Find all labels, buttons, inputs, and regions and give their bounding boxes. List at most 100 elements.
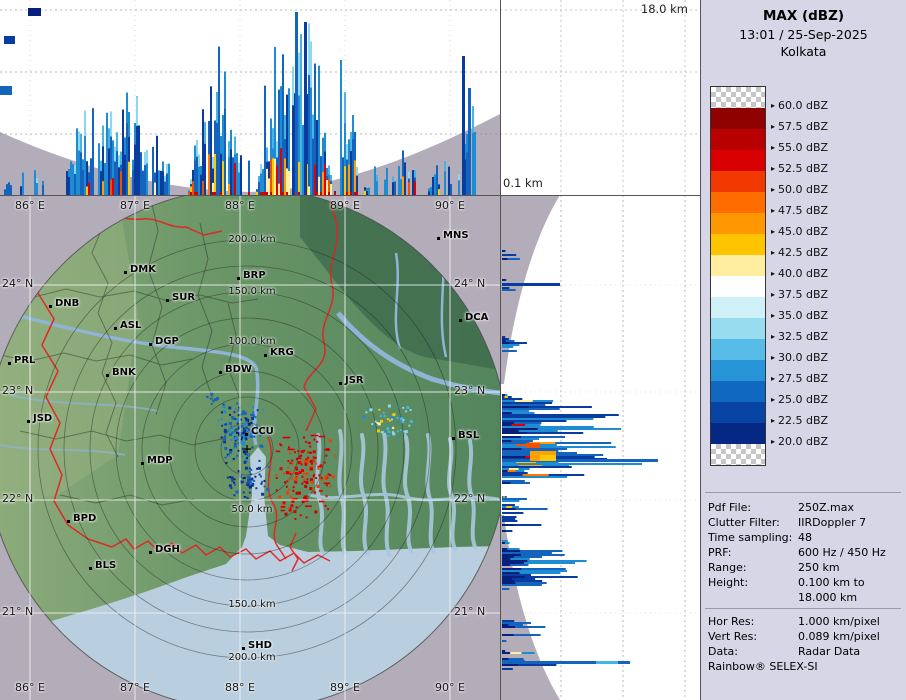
- legend-swatch: [711, 87, 765, 108]
- vertical-profile-ew-panel: [0, 0, 500, 195]
- legend-swatch: [711, 402, 765, 423]
- legend-label: ▸ 37.5 dBZ: [771, 288, 828, 301]
- corner-gridlines: [500, 0, 700, 195]
- legend-label: ▸ 60.0 dBZ: [771, 99, 828, 112]
- info-label: Clutter Filter:: [708, 516, 780, 529]
- legend-label: ▸ 40.0 dBZ: [771, 267, 828, 280]
- legend-tick-arrow-icon: ▸: [771, 185, 776, 194]
- legend-swatch: [711, 276, 765, 297]
- legend-tick-arrow-icon: ▸: [771, 437, 776, 446]
- ns-profile-echoes: [502, 250, 658, 670]
- legend-label-text: 40.0 dBZ: [778, 267, 829, 280]
- radar-site-cross-icon: [243, 445, 251, 453]
- legend-tick-arrow-icon: ▸: [771, 290, 776, 299]
- legend-label-text: 50.0 dBZ: [778, 183, 829, 196]
- radar-map: [0, 195, 500, 700]
- ns-profile-chart: [500, 195, 700, 700]
- product-title: MAX (dBZ): [762, 8, 845, 24]
- legend-label: ▸ 27.5 dBZ: [771, 372, 828, 385]
- legend-swatch: [711, 129, 765, 150]
- legend-label-text: 35.0 dBZ: [778, 309, 829, 322]
- legend-label-text: 22.5 dBZ: [778, 414, 829, 427]
- latitude-gridlines: [500, 284, 700, 614]
- legend-label-text: 55.0 dBZ: [778, 141, 829, 154]
- height-axis-min-label: 0.1 km: [503, 176, 543, 190]
- height-axis-max-label: 18.0 km: [640, 2, 688, 16]
- radar-echoes: [205, 392, 413, 520]
- legend-label-text: 32.5 dBZ: [778, 330, 829, 343]
- sea: [0, 447, 500, 700]
- legend-swatch: [711, 108, 765, 129]
- product-datetime: 13:01 / 25-Sep-2025: [739, 27, 868, 42]
- legend-swatch: [711, 444, 765, 465]
- legend-label: ▸ 32.5 dBZ: [771, 330, 828, 343]
- legend-label-text: 52.5 dBZ: [778, 162, 829, 175]
- legend-label: ▸ 20.0 dBZ: [771, 435, 828, 448]
- software-brand: Rainbow® SELEX-SI: [708, 660, 818, 673]
- info-label: Range:: [708, 561, 747, 574]
- legend-label: ▸ 22.5 dBZ: [771, 414, 828, 427]
- legend-label: ▸ 30.0 dBZ: [771, 351, 828, 364]
- legend-label-text: 20.0 dBZ: [778, 435, 829, 448]
- info-label: Pdf File:: [708, 501, 752, 514]
- legend-label: ▸ 57.5 dBZ: [771, 120, 828, 133]
- legend-label-text: 47.5 dBZ: [778, 204, 829, 217]
- info-value: Radar Data: [798, 645, 861, 658]
- legend-swatch: [711, 171, 765, 192]
- legend-label: ▸ 25.0 dBZ: [771, 393, 828, 406]
- info-label: PRF:: [708, 546, 732, 559]
- legend-label-text: 30.0 dBZ: [778, 351, 829, 364]
- legend-label: ▸ 45.0 dBZ: [771, 225, 828, 238]
- legend-tick-arrow-icon: ▸: [771, 311, 776, 320]
- info-label: Vert Res:: [708, 630, 758, 643]
- info-value: IIRDoppler 7: [798, 516, 867, 529]
- legend-tick-arrow-icon: ▸: [771, 269, 776, 278]
- legend-tick-arrow-icon: ▸: [771, 206, 776, 215]
- legend-label: ▸ 50.0 dBZ: [771, 183, 828, 196]
- info-label: Data:: [708, 645, 738, 658]
- legend-label-text: 60.0 dBZ: [778, 99, 829, 112]
- legend-swatch: [711, 192, 765, 213]
- height-gridlines: [560, 195, 686, 700]
- axis-corner-panel: 18.0 km 0.1 km: [500, 0, 700, 195]
- legend-swatch: [711, 150, 765, 171]
- info-label: Time sampling:: [708, 531, 793, 544]
- info-value: 1.000 km/pixel: [798, 615, 880, 628]
- legend-tick-arrow-icon: ▸: [771, 416, 776, 425]
- panel-divider-vertical: [500, 0, 501, 700]
- delta-channels: [308, 429, 500, 557]
- legend-swatch: [711, 255, 765, 276]
- legend-panel: MAX (dBZ) 13:01 / 25-Sep-2025 Kolkata ▸ 6…: [700, 0, 906, 700]
- legend-tick-arrow-icon: ▸: [771, 248, 776, 257]
- district-boundaries: [0, 195, 259, 506]
- legend-label: ▸ 35.0 dBZ: [771, 309, 828, 322]
- legend-tick-arrow-icon: ▸: [771, 101, 776, 110]
- info-value: 0.100 km to 18.000 km: [798, 576, 865, 604]
- legend-label: ▸ 55.0 dBZ: [771, 141, 828, 154]
- legend-label: ▸ 47.5 dBZ: [771, 204, 828, 217]
- range-rings: [37, 239, 457, 659]
- radar-map-panel: 86° E 86° E 87° E 87° E 88° E 88° E 89° E 89° E…: [0, 195, 500, 700]
- legend-tick-arrow-icon: ▸: [771, 353, 776, 362]
- color-scale-labels: ▸ 60.0 dBZ ▸ 57.5 dBZ ▸ 55.0 dBZ ▸ 52.5 dBZ ▸ 50.…: [771, 86, 903, 470]
- info-value: 250Z.max: [798, 501, 854, 514]
- legend-swatch: [711, 381, 765, 402]
- legend-tick-arrow-icon: ▸: [771, 395, 776, 404]
- legend-swatch: [711, 339, 765, 360]
- ew-profile-echoes: [0, 8, 476, 195]
- product-info-block: Pdf File: 250Z.max Clutter Filter: IIRDoppl…: [708, 500, 904, 605]
- divider: [705, 608, 901, 609]
- legend-swatch: [711, 360, 765, 381]
- legend-label-text: 27.5 dBZ: [778, 372, 829, 385]
- graticule: [0, 195, 500, 700]
- legend-label-text: 57.5 dBZ: [778, 120, 829, 133]
- legend-label: ▸ 52.5 dBZ: [771, 162, 828, 175]
- legend-tick-arrow-icon: ▸: [771, 164, 776, 173]
- legend-swatch: [711, 297, 765, 318]
- legend-tick-arrow-icon: ▸: [771, 143, 776, 152]
- legend-tick-arrow-icon: ▸: [771, 227, 776, 236]
- info-value: 600 Hz / 450 Hz: [798, 546, 886, 559]
- legend-tick-arrow-icon: ▸: [771, 332, 776, 341]
- legend-label-text: 25.0 dBZ: [778, 393, 829, 406]
